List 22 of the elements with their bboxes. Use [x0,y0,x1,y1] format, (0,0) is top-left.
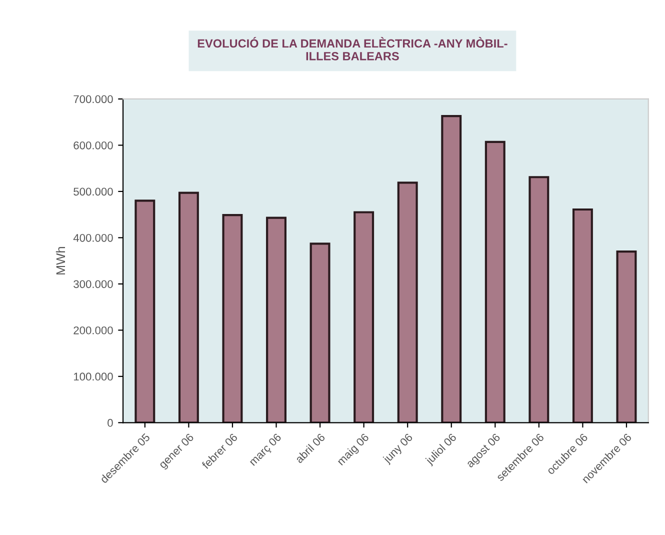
y-tick-label: 0 [108,418,113,427]
y-tick-label: 100.000 [74,372,113,381]
bar [178,192,199,423]
bar [134,200,156,423]
y-tick-label: 600.000 [74,141,113,150]
bar [222,214,243,423]
chart-title: EVOLUCIÓ DE LA DEMANDA ELÈCTRICA -ANY MÒBIL- ILLES BALEARS [198,37,508,60]
y-tick-label: 400.000 [73,234,113,242]
y-axis-title: MWh [56,247,65,274]
y-tick-label: 300.000 [74,280,113,288]
y-tick-label: 500.000 [74,188,113,196]
bar [397,182,418,423]
bar [310,242,330,423]
bar [528,176,550,423]
y-tick-label: 700.000 [74,95,113,104]
y-tick-label: 200.000 [74,326,113,334]
bar [266,216,286,423]
bar [572,208,593,423]
bar [354,211,374,423]
bar [616,250,637,423]
bar [484,140,506,423]
bar [441,115,462,423]
